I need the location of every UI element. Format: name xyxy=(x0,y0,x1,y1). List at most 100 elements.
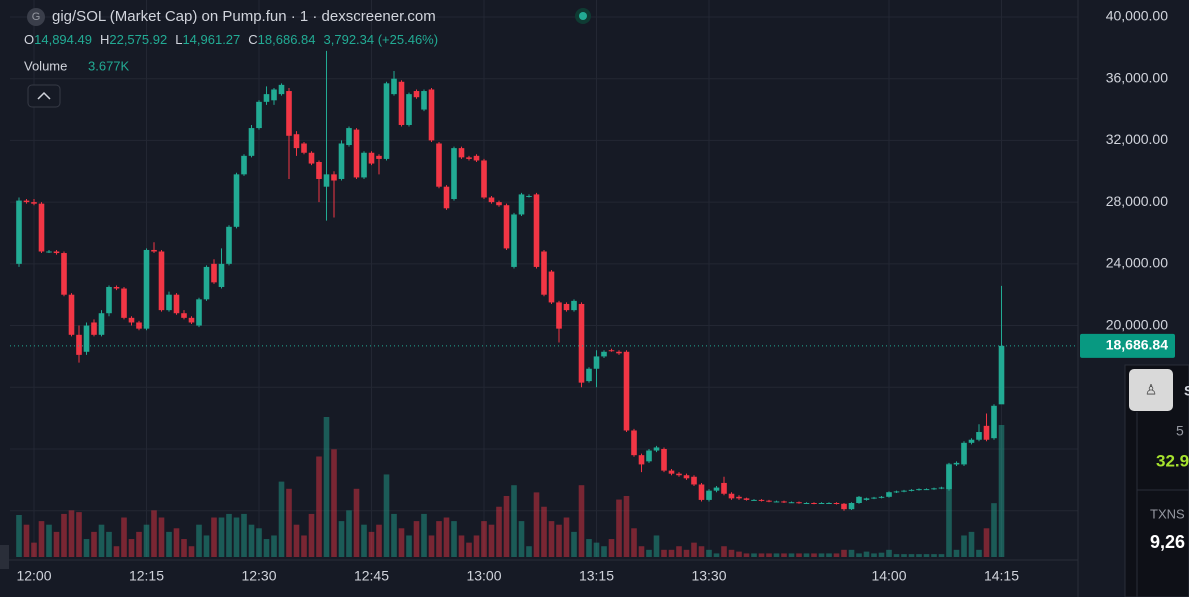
candle-body xyxy=(721,482,727,494)
volume-bar xyxy=(946,463,952,557)
panel-text: S xyxy=(1184,383,1189,399)
volume-bar xyxy=(248,524,255,557)
volume-bar xyxy=(668,549,675,557)
candle-body xyxy=(181,313,187,318)
volume-bar xyxy=(923,554,930,557)
volume-bar xyxy=(203,535,210,557)
volume-bar xyxy=(976,549,982,557)
volume-bar xyxy=(526,546,532,557)
volume-bar xyxy=(173,528,180,557)
candle-body xyxy=(556,302,562,329)
candle-body xyxy=(241,155,247,175)
volume-bar xyxy=(406,535,412,557)
volume-bar xyxy=(211,517,217,557)
volume-bar xyxy=(368,531,375,557)
candle-body xyxy=(676,473,682,476)
candle-body xyxy=(413,91,420,98)
candle-body xyxy=(286,91,292,136)
candle-body xyxy=(706,490,712,500)
candle-body xyxy=(991,405,997,439)
candle-body xyxy=(803,502,810,504)
candle-body xyxy=(586,368,592,382)
volume-bar xyxy=(638,546,645,557)
candle-body xyxy=(128,317,135,323)
volume-bar xyxy=(683,549,690,557)
candle-body xyxy=(113,286,120,289)
candle-body xyxy=(106,286,112,314)
volume-bar xyxy=(16,515,22,557)
volume-bar xyxy=(893,554,900,557)
candle-body xyxy=(436,143,442,187)
candle-body xyxy=(758,499,765,501)
volume-bar xyxy=(953,549,960,557)
candle-body xyxy=(503,205,510,249)
candle-body xyxy=(23,200,30,203)
candle-body xyxy=(578,303,585,383)
candle-body xyxy=(743,498,750,500)
candle-body xyxy=(938,487,945,489)
candle-body xyxy=(608,350,615,352)
volume-bar xyxy=(151,510,157,557)
candle-body xyxy=(233,174,240,227)
x-tick-label: 13:00 xyxy=(466,568,501,584)
panel-icon[interactable] xyxy=(1129,369,1173,411)
volume-bar xyxy=(623,495,630,557)
candle-body xyxy=(548,271,555,303)
candle-body xyxy=(698,484,705,500)
x-tick-label: 14:00 xyxy=(871,568,906,584)
volume-bar xyxy=(361,524,367,557)
volume-bar xyxy=(788,553,795,557)
candle-body xyxy=(781,501,787,503)
volume-bar xyxy=(286,488,292,557)
candle-body xyxy=(451,148,457,200)
volume-bar xyxy=(421,513,427,557)
volume-bar xyxy=(23,524,30,557)
panel-text: 9,26 xyxy=(1150,532,1185,552)
volume-bar xyxy=(773,553,780,557)
candle-body xyxy=(631,430,637,456)
collapse-button[interactable] xyxy=(27,84,61,108)
candle-body xyxy=(593,356,600,369)
volume-bar xyxy=(646,549,652,557)
volume-bar xyxy=(136,531,142,557)
volume-bar xyxy=(263,539,270,557)
panel-text: 5 xyxy=(1176,423,1184,439)
x-tick-label: 12:30 xyxy=(241,568,276,584)
volume-bar xyxy=(481,521,487,557)
candle-body xyxy=(16,200,22,264)
candle-body xyxy=(901,490,907,492)
candle-body xyxy=(271,89,277,101)
volume-bar xyxy=(38,521,45,557)
candle-body xyxy=(518,194,525,215)
candle-body xyxy=(886,492,892,497)
collapse-icon xyxy=(37,91,51,100)
candle-body xyxy=(946,464,952,490)
volume-bar xyxy=(796,553,802,557)
side-panel: ♙ S 5 32.9 TXNS 9,26 xyxy=(1124,364,1189,597)
x-tick-label: 12:45 xyxy=(354,568,389,584)
candle-body xyxy=(488,197,495,203)
left-handle[interactable] xyxy=(0,545,9,569)
volume-value: 3.677K xyxy=(88,58,130,73)
ohlc-row: O14,894.49 H22,575.92 L14,961.27 C18,686.84… xyxy=(24,32,438,47)
candle-body xyxy=(788,502,795,504)
volume-bar xyxy=(323,417,330,557)
volume-bar xyxy=(878,552,885,557)
candle-body xyxy=(136,322,142,329)
volume-bar xyxy=(781,553,787,557)
volume-bar xyxy=(578,485,585,557)
volume-bar xyxy=(383,474,390,557)
candle-body xyxy=(151,249,157,252)
candle-body xyxy=(346,128,352,146)
volume-bar xyxy=(743,553,750,557)
panel-text: TXNS xyxy=(1150,506,1185,521)
volume-bar xyxy=(121,517,127,557)
y-tick-label: 36,000.00 xyxy=(1106,69,1168,85)
volume-bar xyxy=(98,524,105,557)
candle-body xyxy=(878,496,885,498)
volume-bar xyxy=(451,521,457,557)
volume-bar xyxy=(503,495,510,557)
volume-bar xyxy=(968,531,975,557)
volume-bar xyxy=(353,488,360,557)
candle-body xyxy=(338,143,345,179)
